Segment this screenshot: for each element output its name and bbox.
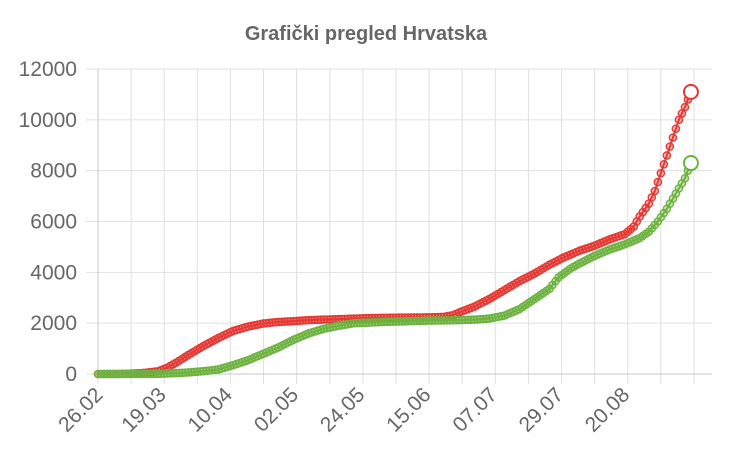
y-tick-label: 10000 (19, 109, 77, 132)
y-tick-label: 0 (65, 363, 77, 386)
data-point[interactable] (656, 168, 666, 178)
data-point[interactable] (680, 102, 690, 112)
data-point[interactable] (653, 177, 663, 187)
grid (86, 68, 712, 384)
y-tick-label: 8000 (30, 160, 77, 183)
y-axis: 0 2000 4000 6000 8000 10000 12000 (19, 58, 77, 386)
x-tick-label: 19.03 (117, 383, 170, 436)
x-tick-label: 10.04 (184, 383, 238, 437)
x-tick-label: 15.06 (382, 383, 435, 436)
data-point[interactable] (662, 151, 672, 160)
series-line (97, 91, 692, 375)
x-tick-label: 20.08 (581, 383, 634, 436)
y-tick-label: 6000 (30, 211, 77, 234)
data-point[interactable] (665, 142, 675, 151)
x-tick-label: 02.05 (250, 383, 303, 436)
highlighted-point[interactable] (682, 83, 699, 100)
series-line (98, 162, 692, 375)
series-green (93, 155, 699, 379)
data-point[interactable] (650, 186, 660, 196)
data-point[interactable] (680, 173, 690, 183)
data-point[interactable] (668, 133, 678, 142)
x-tick-label: 07.07 (448, 383, 501, 436)
x-tick-label: 24.05 (316, 383, 369, 436)
data-point[interactable] (659, 160, 669, 169)
y-tick-label: 12000 (19, 58, 77, 81)
series-group (93, 83, 699, 379)
highlighted-point[interactable] (682, 155, 699, 172)
data-point[interactable] (671, 124, 681, 134)
x-tick-label: 26.02 (54, 383, 107, 436)
x-tick-label: 29.07 (515, 383, 568, 436)
y-tick-label: 4000 (30, 261, 77, 284)
x-axis: 26.02 19.03 10.04 02.05 24.05 15.06 07.07 29.07… (54, 383, 634, 437)
chart-title: Grafički pregled Hrvatska (245, 23, 488, 45)
series-red (93, 83, 699, 379)
y-tick-label: 2000 (30, 312, 77, 335)
